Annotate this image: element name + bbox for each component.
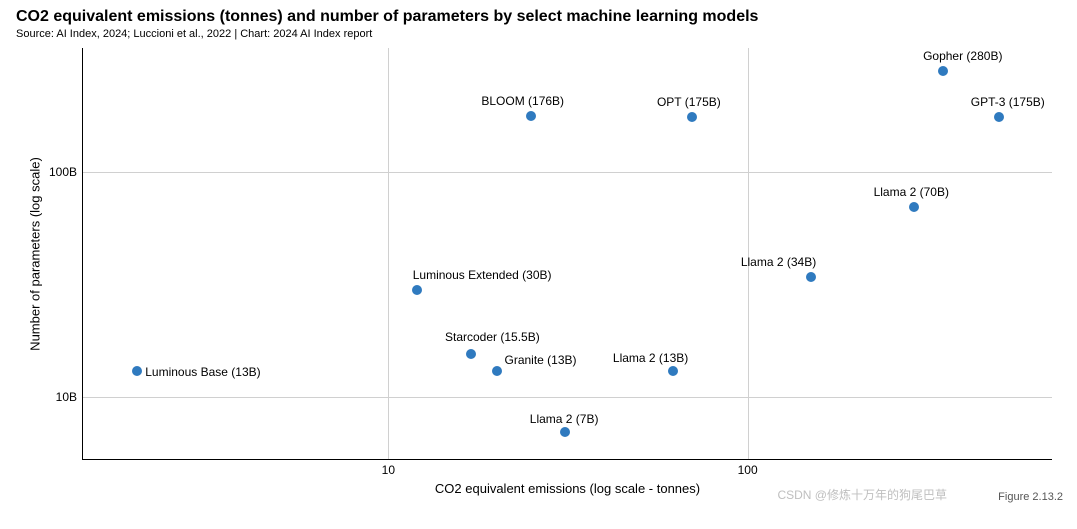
data-point bbox=[938, 66, 948, 76]
watermark: CSDN @修炼十万年的狗尾巴草 bbox=[777, 486, 947, 503]
x-tick-label: 100 bbox=[738, 463, 758, 477]
data-point bbox=[132, 366, 142, 376]
data-point bbox=[412, 285, 422, 295]
y-tick-label: 10B bbox=[56, 390, 77, 404]
scatter-plot: Number of parameters (log scale) CO2 equ… bbox=[82, 48, 1052, 460]
y-tick-label: 100B bbox=[49, 165, 77, 179]
gridline-horizontal bbox=[83, 397, 1052, 398]
data-point-label: Starcoder (15.5B) bbox=[445, 330, 540, 344]
data-point-label: Llama 2 (7B) bbox=[530, 412, 599, 426]
x-tick-label: 10 bbox=[382, 463, 395, 477]
figure-number: Figure 2.13.2 bbox=[998, 491, 1063, 503]
data-point-label: Llama 2 (34B) bbox=[741, 255, 816, 269]
data-point bbox=[560, 427, 570, 437]
data-point bbox=[806, 272, 816, 282]
data-point-label: Luminous Base (13B) bbox=[145, 365, 260, 379]
data-point-label: Luminous Extended (30B) bbox=[413, 268, 552, 282]
data-point-label: Llama 2 (70B) bbox=[874, 185, 949, 199]
data-point bbox=[466, 349, 476, 359]
gridline-horizontal bbox=[83, 172, 1052, 173]
data-point-label: Granite (13B) bbox=[505, 353, 577, 367]
x-axis-label: CO2 equivalent emissions (log scale - to… bbox=[435, 481, 700, 496]
chart-subtitle: Source: AI Index, 2024; Luccioni et al.,… bbox=[0, 26, 1077, 40]
data-point-label: Gopher (280B) bbox=[923, 49, 1002, 63]
data-point-label: GPT-3 (175B) bbox=[971, 95, 1045, 109]
data-point-label: OPT (175B) bbox=[657, 95, 721, 109]
data-point bbox=[492, 366, 502, 376]
data-point-label: Llama 2 (13B) bbox=[613, 351, 688, 365]
data-point bbox=[668, 366, 678, 376]
data-point bbox=[687, 112, 697, 122]
y-axis-label: Number of parameters (log scale) bbox=[28, 157, 43, 351]
chart-title: CO2 equivalent emissions (tonnes) and nu… bbox=[0, 0, 1077, 26]
data-point-label: BLOOM (176B) bbox=[481, 94, 564, 108]
data-point bbox=[526, 111, 536, 121]
data-point bbox=[994, 112, 1004, 122]
data-point bbox=[909, 202, 919, 212]
